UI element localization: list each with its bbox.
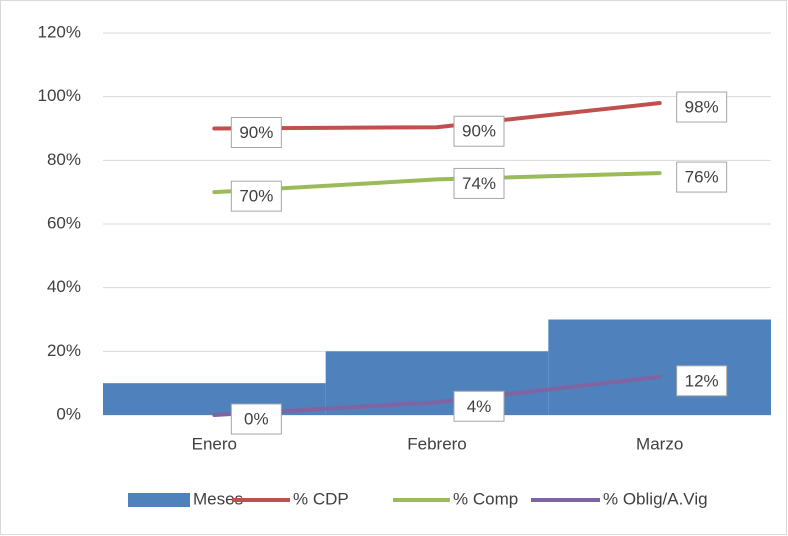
legend-label: % Oblig/A.Vig	[603, 489, 708, 508]
data-label: 90%	[239, 123, 273, 142]
legend-swatch	[128, 493, 190, 507]
line	[212, 101, 662, 131]
data-label: 12%	[685, 371, 719, 390]
data-label: 74%	[462, 174, 496, 193]
x-tick-label: Marzo	[636, 434, 683, 453]
y-tick-label: 60%	[47, 213, 81, 232]
line	[212, 374, 662, 417]
x-tick-label: Febrero	[407, 434, 467, 453]
legend-label: Meses	[193, 489, 243, 508]
y-tick-label: 120%	[38, 22, 81, 41]
data-label-box	[676, 161, 728, 193]
y-tick-label: 0%	[56, 404, 81, 423]
y-tick-label: 100%	[38, 86, 81, 105]
data-label-box	[453, 115, 505, 147]
legend-label: % Comp	[453, 489, 518, 508]
data-label-box	[230, 180, 282, 212]
data-label: 0%	[244, 409, 269, 428]
data-label: 76%	[685, 168, 719, 187]
data-label: 90%	[462, 122, 496, 141]
y-tick-label: 80%	[47, 150, 81, 169]
data-label-box	[230, 117, 282, 148]
y-tick-label: 40%	[47, 277, 81, 296]
line	[212, 171, 662, 195]
y-tick-label: 20%	[47, 341, 81, 360]
data-label: 98%	[685, 98, 719, 117]
data-label-box	[676, 91, 728, 123]
data-label-box	[676, 365, 728, 397]
bar	[325, 351, 549, 415]
x-tick-label: Enero	[192, 434, 237, 453]
legend-label: % CDP	[293, 489, 349, 508]
data-label: 4%	[467, 397, 492, 416]
data-label-box	[230, 403, 282, 435]
bar	[548, 319, 771, 415]
data-label-box	[453, 167, 505, 199]
data-label-box	[453, 390, 505, 422]
data-label: 70%	[239, 187, 273, 206]
